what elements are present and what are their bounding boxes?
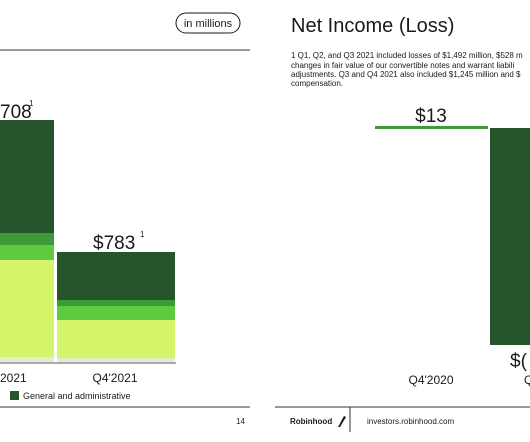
- footnote-line: changes in fair value of our convertible…: [291, 61, 514, 70]
- footer-brand: Robinhood: [290, 417, 332, 426]
- bar-segment: [57, 300, 175, 306]
- stacked-bar: [57, 252, 175, 362]
- footnote-line: compensation.: [291, 79, 343, 88]
- bar-segment: [57, 252, 175, 300]
- bar-segment: [57, 358, 175, 362]
- bar: [490, 128, 530, 345]
- page-number: 14: [236, 417, 245, 426]
- footnote-line: adjustments. Q3 and Q4 2021 also include…: [291, 70, 521, 79]
- footnote-line: 1 Q1, Q2, and Q3 2021 included losses of…: [291, 51, 523, 60]
- bar: [375, 126, 488, 129]
- legend-swatch: [10, 391, 19, 400]
- right-slide: Net Income (Loss) 1 Q1, Q2, and Q3 2021 …: [275, 15, 530, 432]
- bar-value-label: $13: [415, 106, 447, 127]
- stacked-bar: [0, 120, 54, 362]
- bar-segment: [0, 357, 54, 362]
- bar-segment: [0, 260, 54, 357]
- unit-badge-frame: [175, 12, 241, 34]
- bar-value-label: 708: [0, 102, 32, 123]
- bar-segment: [0, 233, 54, 245]
- category-label: Q4'2021: [93, 371, 138, 385]
- bar-segment: [0, 245, 54, 260]
- unit-badge: in millions: [184, 18, 233, 30]
- category-label: Q: [524, 373, 530, 387]
- bar-value-label: $783: [93, 233, 135, 254]
- category-label: 2021: [0, 371, 27, 385]
- left-slide: in millions 708 1 $783 1 2021 Q4'2021 Ge…: [0, 12, 250, 426]
- category-label: Q4'2020: [409, 373, 454, 387]
- bar-segment: [57, 306, 175, 320]
- bar-segment: [57, 320, 175, 358]
- bar-segment: [0, 120, 54, 233]
- bar-value-label: $(: [510, 351, 528, 372]
- footer-url: investors.robinhood.com: [367, 417, 454, 426]
- slide-title: Net Income (Loss): [291, 15, 454, 37]
- footnote-mark: 1: [140, 230, 145, 239]
- legend-label: General and administrative: [23, 391, 131, 401]
- feather-icon: [338, 416, 346, 427]
- footnote-mark: 1: [29, 99, 34, 108]
